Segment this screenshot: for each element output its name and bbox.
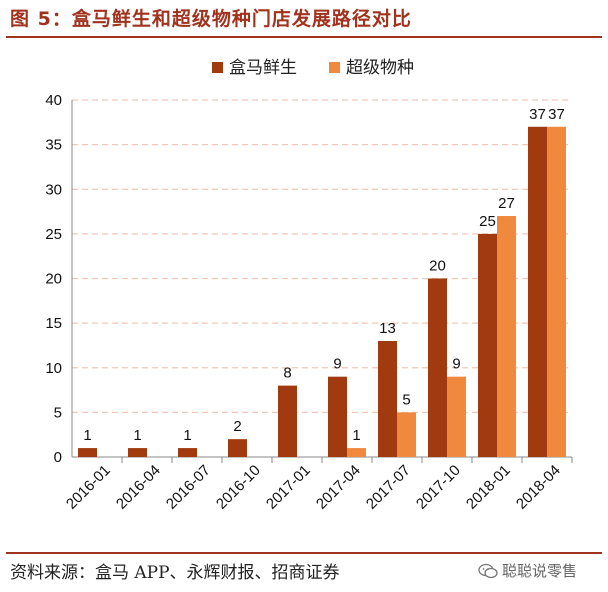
data-label: 37: [548, 106, 565, 123]
y-tick-label: 20: [45, 271, 62, 288]
bar: [397, 412, 416, 457]
data-label: 9: [452, 356, 460, 373]
figure-title: 图 5：盒马鲜生和超级物种门店发展路径对比: [10, 8, 412, 30]
x-tick-label: 2017-01: [263, 462, 314, 513]
x-tick-label: 2016-07: [163, 462, 214, 513]
bar: [528, 126, 547, 458]
bar: [278, 385, 297, 457]
data-label: 27: [498, 195, 515, 212]
x-tick-label: 2016-10: [213, 462, 264, 513]
y-tick-label: 30: [45, 181, 62, 198]
data-label: 2: [233, 418, 241, 435]
bar: [428, 278, 447, 457]
data-label: 8: [283, 365, 291, 382]
bar: [347, 448, 366, 457]
data-label: 37: [529, 106, 546, 123]
footer-divider: [6, 552, 602, 554]
bar: [178, 448, 197, 457]
grid-lines: [72, 99, 572, 413]
legend-swatch: [329, 62, 340, 73]
bar: [128, 448, 147, 457]
x-tick-label: 2017-07: [363, 462, 414, 513]
watermark: 聪聪说零售: [478, 560, 577, 581]
y-tick-label: 15: [45, 315, 62, 332]
y-tick-label: 35: [45, 137, 62, 154]
bar: [228, 439, 247, 457]
legend-swatch: [212, 62, 223, 73]
bar: [497, 216, 516, 457]
bar: [547, 126, 566, 458]
x-tick-label: 2018-01: [463, 462, 514, 513]
data-label: 5: [402, 391, 410, 408]
bar: [478, 233, 497, 457]
data-label: 1: [133, 427, 141, 444]
legend-label: 超级物种: [346, 58, 414, 78]
x-tick-label: 2016-04: [113, 462, 164, 513]
data-label: 1: [352, 427, 360, 444]
bars: [78, 126, 566, 458]
wechat-icon: [478, 563, 498, 578]
data-label: 1: [183, 427, 191, 444]
x-tick-label: 2018-04: [513, 462, 564, 513]
x-tick-label: 2017-04: [313, 462, 364, 513]
bar: [328, 376, 347, 457]
legend: 盒马鲜生 超级物种: [212, 58, 414, 78]
data-label: 25: [479, 213, 496, 230]
data-label: 1: [83, 427, 91, 444]
bar: [447, 376, 466, 457]
data-label: 13: [379, 320, 396, 337]
x-tick-label: 2017-10: [413, 462, 464, 513]
source-note: 资料来源：盒马 APP、永辉财报、招商证券: [10, 563, 340, 583]
y-tick-label: 40: [45, 92, 62, 109]
y-tick-label: 0: [54, 449, 62, 466]
title-divider: [6, 36, 602, 38]
y-tick-label: 5: [54, 404, 62, 421]
watermark-text: 聪聪说零售: [502, 562, 578, 580]
x-tick-label: 2016-01: [63, 462, 114, 513]
y-tick-label: 25: [45, 226, 62, 243]
y-tick-label: 10: [45, 360, 62, 377]
data-label: 20: [429, 258, 446, 275]
bar: [78, 448, 97, 457]
data-label: 9: [333, 356, 341, 373]
bar: [378, 340, 397, 457]
legend-label: 盒马鲜生: [229, 58, 297, 78]
